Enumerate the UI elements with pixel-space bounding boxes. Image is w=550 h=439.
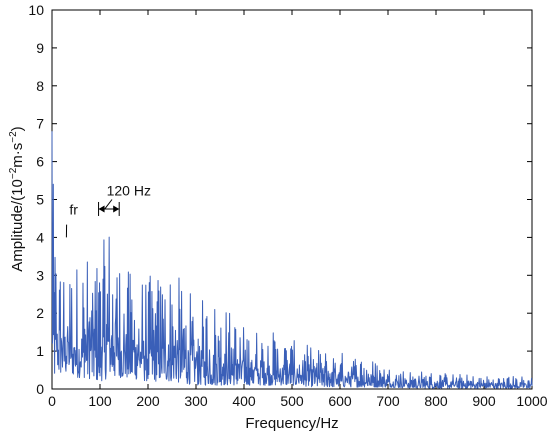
y-axis-title-sup2: −2 — [8, 131, 19, 143]
x-tick-label: 900 — [472, 393, 496, 409]
y-tick-label: 0 — [36, 381, 44, 397]
x-tick-label: 100 — [88, 393, 112, 409]
x-tick-label: 400 — [232, 393, 256, 409]
x-tick-label: 0 — [48, 393, 56, 409]
x-axis: 0 100 200 300 400 500 600 700 800 900 1000 — [48, 10, 548, 409]
annotations: fr 120 Hz — [65, 183, 151, 238]
x-tick-label: 1000 — [516, 393, 547, 409]
annotation-arrowhead-right — [113, 205, 120, 213]
y-tick-label: 9 — [36, 40, 44, 56]
x-tick-label: 200 — [136, 393, 160, 409]
annotation-arrowhead-left — [98, 205, 105, 213]
y-tick-label: 4 — [36, 229, 44, 245]
y-axis-title: Amplitude/(10−2m·s−2) — [8, 126, 26, 271]
y-axis-title-part2: m·s — [9, 143, 26, 168]
y-tick-label: 1 — [36, 343, 44, 359]
y-tick-label: 2 — [36, 305, 44, 321]
y-axis-title-part1: Amplitude/(10 — [9, 179, 26, 272]
amplitude-spectrum-line — [51, 131, 533, 389]
x-axis-title: Frequency/Hz — [245, 415, 338, 432]
y-axis-title-sup1: −2 — [8, 167, 19, 179]
annotation-pointer — [104, 199, 113, 210]
y-tick-label: 8 — [36, 78, 44, 94]
y-axis-title-part3: ) — [9, 126, 26, 131]
y-tick-label: 6 — [36, 154, 44, 170]
x-tick-label: 300 — [184, 393, 208, 409]
y-tick-label: 3 — [36, 267, 44, 283]
x-tick-label: 500 — [280, 393, 304, 409]
annotation-label: fr — [69, 202, 78, 218]
x-tick-label: 700 — [376, 393, 400, 409]
y-tick-label: 10 — [28, 2, 44, 18]
annotation-label: 120 Hz — [107, 183, 151, 199]
x-tick-label: 800 — [424, 393, 448, 409]
x-tick-label: 600 — [328, 393, 352, 409]
y-tick-label: 5 — [36, 192, 44, 208]
y-tick-label: 7 — [36, 116, 44, 132]
y-axis: 0 1 2 3 4 5 6 7 8 9 10 — [28, 2, 532, 397]
